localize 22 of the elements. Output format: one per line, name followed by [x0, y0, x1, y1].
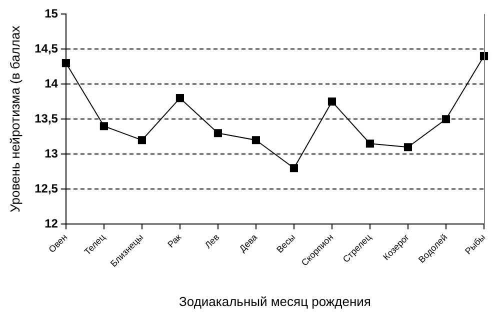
y-tick-label: 13 [44, 146, 58, 160]
y-tick-label: 14,5 [34, 41, 58, 56]
point [366, 140, 374, 148]
y-tick-label: 12 [44, 216, 58, 231]
point [138, 136, 146, 144]
x-tick-label: Рак [166, 232, 184, 250]
point [214, 129, 222, 138]
point [252, 136, 260, 144]
point [290, 164, 298, 172]
x-axis-title: Зодиакальный месяц рождения [179, 294, 371, 309]
y-axis-title: Уровень нейротизма (в баллах [7, 25, 22, 212]
point [100, 122, 108, 130]
point [442, 115, 450, 124]
point [328, 98, 336, 106]
x-tick-label: Лев [202, 232, 222, 250]
y-tick-label: 14 [44, 76, 58, 90]
point [404, 143, 412, 152]
point [176, 94, 184, 102]
y-tick-label: 12,5 [34, 181, 58, 196]
y-tick-label: 13,5 [34, 111, 58, 126]
point [62, 59, 70, 68]
y-tick-label: 15 [44, 6, 58, 20]
